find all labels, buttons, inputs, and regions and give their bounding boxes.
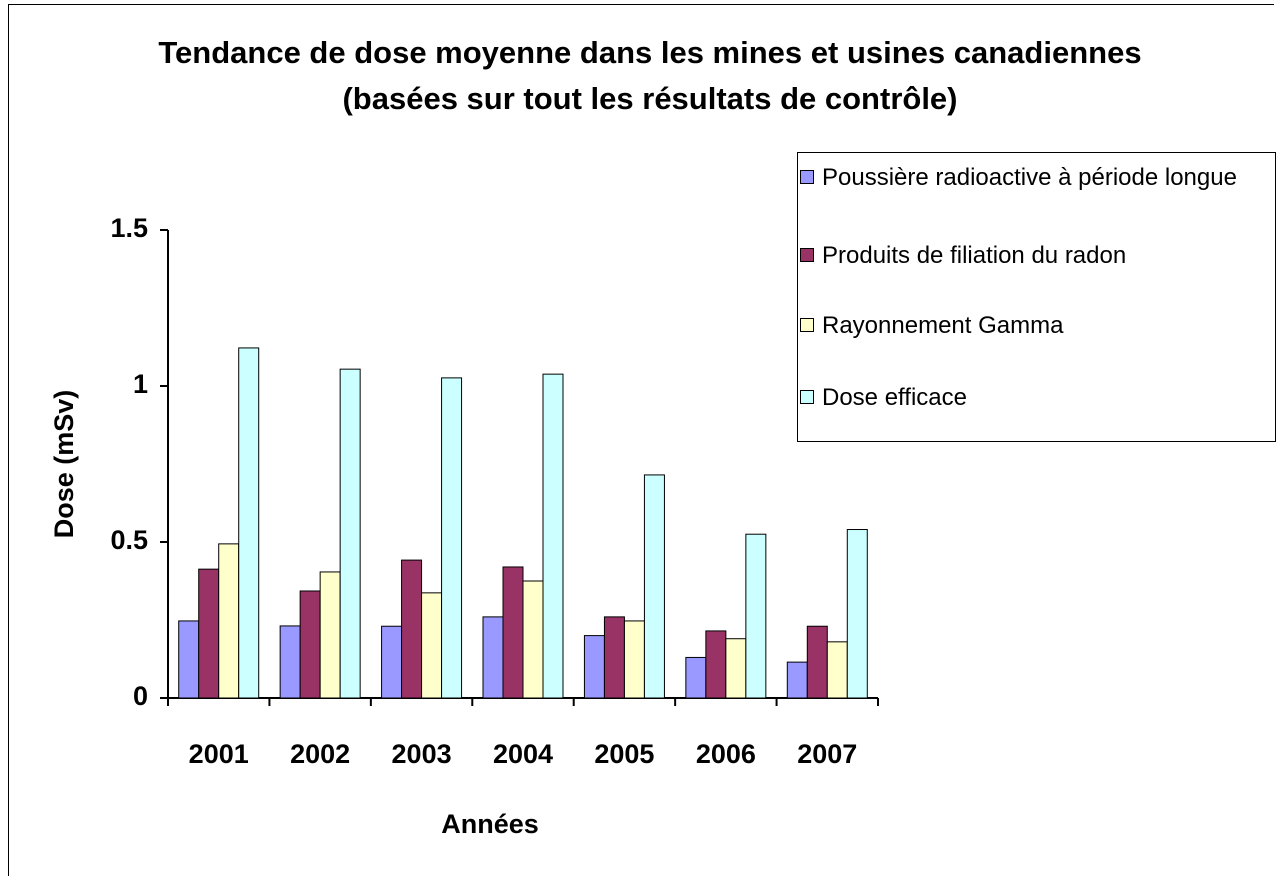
legend-swatch xyxy=(800,318,814,332)
legend-swatch xyxy=(800,170,814,184)
bar xyxy=(705,630,727,699)
bar xyxy=(401,559,423,699)
bar xyxy=(725,638,747,699)
bar xyxy=(279,625,301,699)
bar xyxy=(381,625,403,699)
bar xyxy=(542,373,564,699)
bar xyxy=(685,656,707,699)
y-tick-label: 0.5 xyxy=(110,525,148,555)
x-tick-label: 2007 xyxy=(797,739,857,769)
bar xyxy=(806,625,828,699)
bar xyxy=(583,635,605,699)
y-tick-label: 1.5 xyxy=(110,213,148,243)
legend-label: Poussière radioactive à période longue xyxy=(822,164,1237,191)
legend-label: Produits de filiation du radon xyxy=(822,242,1127,269)
bar xyxy=(623,620,645,699)
chart-frame xyxy=(8,4,1274,876)
x-tick-label: 2005 xyxy=(594,739,654,769)
bar xyxy=(198,568,220,699)
legend-entry: Poussière radioactive à période longue xyxy=(800,164,1262,191)
legend-entry: Rayonnement Gamma xyxy=(800,312,1262,339)
legend: Poussière radioactive à période longue Pr… xyxy=(797,152,1276,442)
x-tick-label: 2002 xyxy=(290,739,350,769)
bar xyxy=(299,590,321,699)
x-tick-label: 2004 xyxy=(493,739,553,769)
bar xyxy=(238,347,260,699)
bar xyxy=(826,641,848,699)
x-tick-label: 2001 xyxy=(189,739,249,769)
x-tick-label: 2003 xyxy=(392,739,452,769)
bar xyxy=(502,566,524,699)
y-axis-label: Dose (mSv) xyxy=(49,390,79,539)
legend-swatch xyxy=(800,248,814,262)
bar xyxy=(218,543,240,699)
bar xyxy=(339,368,361,699)
legend-swatch xyxy=(800,390,814,404)
bar xyxy=(603,616,625,699)
bar xyxy=(319,571,341,699)
legend-entry: Dose efficace xyxy=(800,384,1262,411)
y-tick-label: 1 xyxy=(133,369,148,399)
bar xyxy=(745,533,767,699)
bar xyxy=(846,529,868,699)
legend-entry: Produits de filiation du radon xyxy=(800,242,1262,269)
bar xyxy=(482,616,504,699)
chart-title: Tendance de dose moyenne dans les mines … xyxy=(158,35,1142,116)
bar xyxy=(421,592,443,699)
x-axis-label: Années xyxy=(441,809,539,839)
bar xyxy=(522,580,544,699)
bar xyxy=(643,474,665,699)
bar xyxy=(178,620,200,699)
legend-label: Rayonnement Gamma xyxy=(822,312,1064,339)
legend-label: Dose efficace xyxy=(822,384,967,411)
bar xyxy=(441,377,463,699)
bar xyxy=(786,661,808,699)
x-tick-label: 2006 xyxy=(696,739,756,769)
y-tick-label: 0 xyxy=(133,681,148,711)
